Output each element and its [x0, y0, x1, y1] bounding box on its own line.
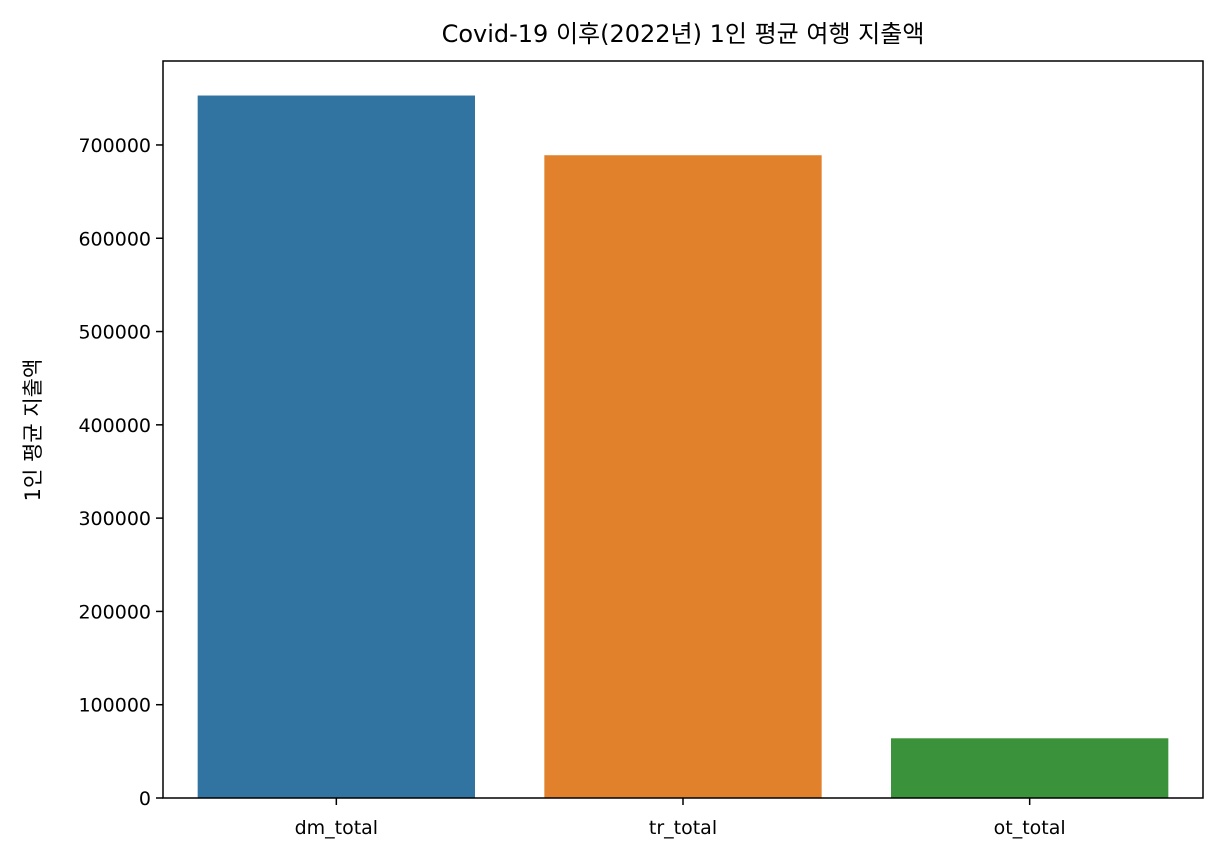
bar-ot_total — [891, 738, 1169, 798]
y-tick-label: 200000 — [78, 601, 151, 623]
y-tick-label: 400000 — [78, 415, 151, 437]
y-tick-label: 0 — [139, 788, 151, 810]
x-tick-label: dm_total — [295, 817, 379, 839]
x-tick-label: tr_total — [649, 817, 717, 839]
y-tick-label: 700000 — [78, 135, 151, 157]
bar-dm_total — [197, 95, 475, 799]
y-tick-label: 300000 — [78, 508, 151, 530]
y-tick-label: 100000 — [78, 695, 151, 717]
y-tick-label: 500000 — [78, 322, 151, 344]
y-tick-label: 600000 — [78, 228, 151, 250]
bar-tr_total — [544, 155, 822, 798]
x-tick-label: ot_total — [994, 817, 1066, 839]
y-ticks: 0 100000 200000 300000 400000 500000 600000 700… — [78, 135, 163, 810]
y-axis-label: 1인 평균 지출액 — [21, 359, 45, 502]
bars-layer — [197, 95, 1169, 799]
chart-title: Covid-19 이후(2022년) 1인 평균 여행 지출액 — [442, 20, 925, 48]
x-ticks: dm_total tr_total ot_total — [295, 798, 1066, 839]
